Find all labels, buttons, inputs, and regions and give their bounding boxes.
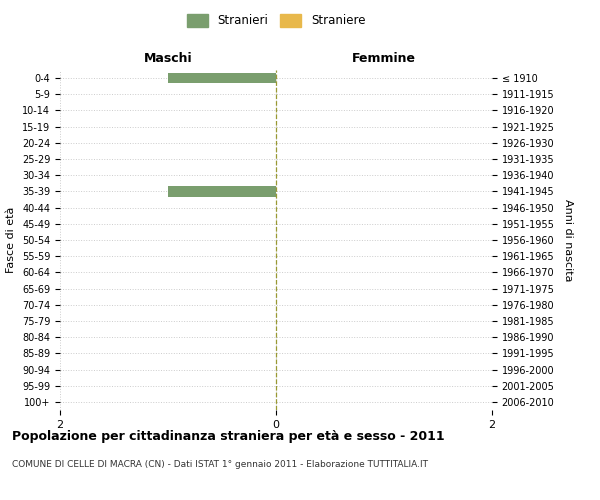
Text: Femmine: Femmine bbox=[352, 52, 416, 65]
Text: Maschi: Maschi bbox=[143, 52, 193, 65]
Y-axis label: Anni di nascita: Anni di nascita bbox=[563, 198, 573, 281]
Text: COMUNE DI CELLE DI MACRA (CN) - Dati ISTAT 1° gennaio 2011 - Elaborazione TUTTIT: COMUNE DI CELLE DI MACRA (CN) - Dati IST… bbox=[12, 460, 428, 469]
Text: Popolazione per cittadinanza straniera per età e sesso - 2011: Popolazione per cittadinanza straniera p… bbox=[12, 430, 445, 443]
Bar bbox=[168, 73, 276, 84]
Legend: Stranieri, Straniere: Stranieri, Straniere bbox=[183, 11, 369, 31]
Y-axis label: Fasce di età: Fasce di età bbox=[7, 207, 16, 273]
Bar bbox=[168, 186, 276, 196]
